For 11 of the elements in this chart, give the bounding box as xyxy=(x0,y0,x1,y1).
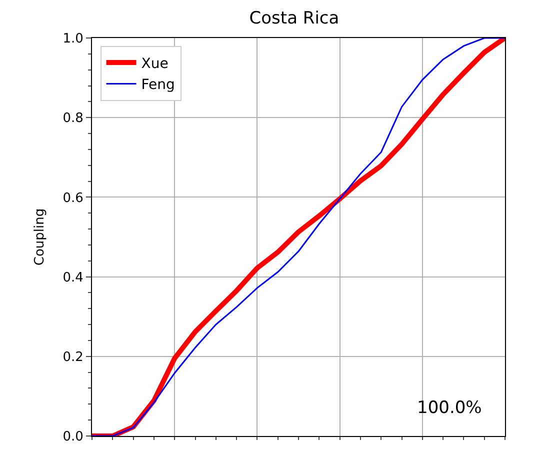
y-tick-label: 0.0 xyxy=(62,430,84,445)
y-axis-title: Coupling xyxy=(32,208,48,266)
y-tick-label: 0.4 xyxy=(62,270,84,286)
legend-label: Xue xyxy=(141,56,168,72)
y-tick-label: 1.0 xyxy=(62,32,84,47)
y-tick-label: 0.8 xyxy=(62,111,84,126)
chart-title: Costa Rica xyxy=(249,8,340,28)
y-tick-label: 0.2 xyxy=(62,350,84,365)
annotation: 100.0% xyxy=(417,398,482,418)
legend-label: Feng xyxy=(141,77,175,94)
y-tick-label: 0.6 xyxy=(62,190,84,206)
